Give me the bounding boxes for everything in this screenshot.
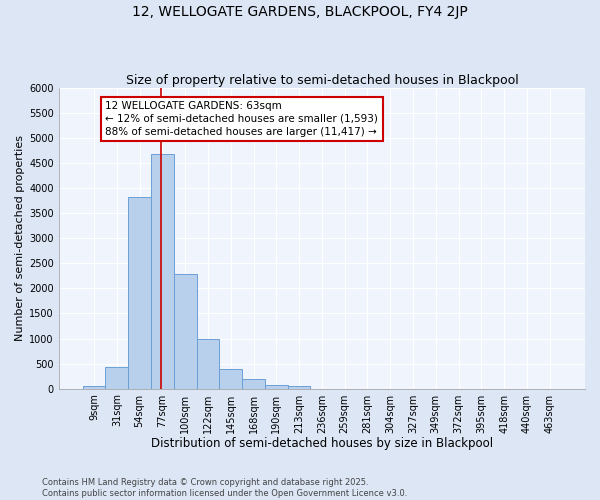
X-axis label: Distribution of semi-detached houses by size in Blackpool: Distribution of semi-detached houses by … [151, 437, 493, 450]
Text: 12, WELLOGATE GARDENS, BLACKPOOL, FY4 2JP: 12, WELLOGATE GARDENS, BLACKPOOL, FY4 2J… [132, 5, 468, 19]
Y-axis label: Number of semi-detached properties: Number of semi-detached properties [15, 136, 25, 342]
Bar [197, 339, 220, 388]
Bar [174, 274, 197, 388]
Bar [265, 385, 288, 388]
Title: Size of property relative to semi-detached houses in Blackpool: Size of property relative to semi-detach… [125, 74, 518, 87]
Bar [106, 366, 128, 388]
Text: 12 WELLOGATE GARDENS: 63sqm
← 12% of semi-detached houses are smaller (1,593)
88: 12 WELLOGATE GARDENS: 63sqm ← 12% of sem… [106, 100, 379, 137]
Bar [288, 386, 310, 388]
Bar [128, 198, 151, 388]
Bar [151, 154, 174, 388]
Text: Contains HM Land Registry data © Crown copyright and database right 2025.
Contai: Contains HM Land Registry data © Crown c… [42, 478, 407, 498]
Bar [242, 379, 265, 388]
Bar [220, 368, 242, 388]
Bar [83, 386, 106, 388]
